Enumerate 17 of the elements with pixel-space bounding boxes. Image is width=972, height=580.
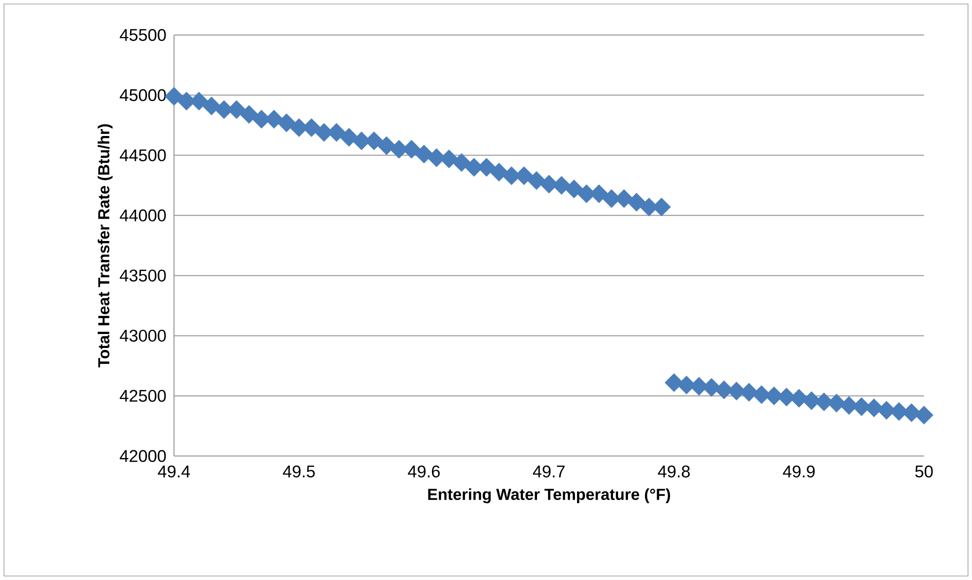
y-tick-label: 45000 [120, 89, 166, 102]
x-tick-label: 49.9 [782, 465, 815, 478]
x-tick-label: 50 [915, 465, 933, 478]
x-tick-label: 49.4 [158, 465, 190, 478]
y-tick-label: 43500 [120, 270, 166, 282]
x-tick-label: 49.6 [408, 465, 440, 478]
y-tick-label: 43000 [120, 330, 166, 342]
y-tick-label: 42000 [120, 450, 166, 462]
y-tick-label: 44500 [120, 149, 166, 162]
x-axis-title: Entering Water Temperature (°F) [428, 488, 670, 504]
y-tick-label: 45500 [120, 28, 166, 41]
y-tick-label: 44000 [120, 209, 166, 222]
y-axis-title: Total Heat Transfer Rate (Btu/hr) [98, 124, 113, 368]
y-tick-label: 42500 [120, 390, 166, 402]
x-tick-label: 49.8 [658, 465, 690, 478]
x-tick-label: 49.5 [282, 465, 315, 478]
x-tick-label: 49.7 [532, 465, 565, 478]
